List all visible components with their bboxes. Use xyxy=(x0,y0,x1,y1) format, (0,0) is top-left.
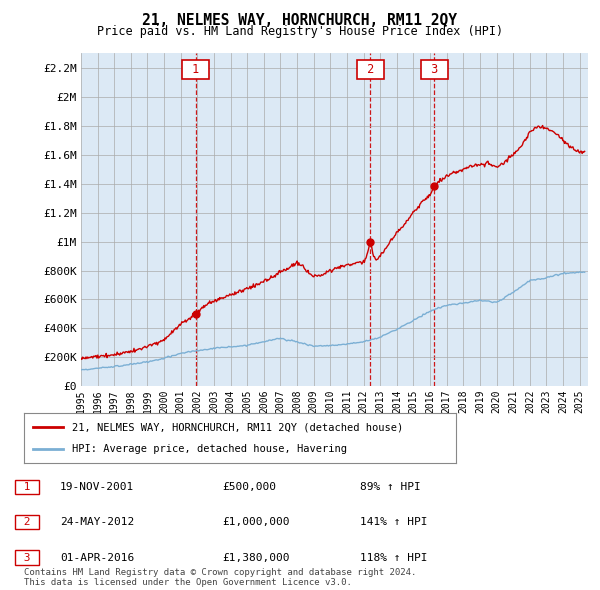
Text: 19-NOV-2001: 19-NOV-2001 xyxy=(60,482,134,491)
Text: HPI: Average price, detached house, Havering: HPI: Average price, detached house, Have… xyxy=(71,444,347,454)
Text: 1: 1 xyxy=(17,482,37,491)
Text: 1: 1 xyxy=(185,63,206,76)
Text: 21, NELMES WAY, HORNCHURCH, RM11 2QY: 21, NELMES WAY, HORNCHURCH, RM11 2QY xyxy=(143,13,458,28)
Text: 01-APR-2016: 01-APR-2016 xyxy=(60,553,134,562)
Text: £1,000,000: £1,000,000 xyxy=(222,517,290,527)
Text: Contains HM Land Registry data © Crown copyright and database right 2024.
This d: Contains HM Land Registry data © Crown c… xyxy=(24,568,416,587)
Text: 2: 2 xyxy=(17,517,37,527)
Text: Price paid vs. HM Land Registry's House Price Index (HPI): Price paid vs. HM Land Registry's House … xyxy=(97,25,503,38)
Text: 2: 2 xyxy=(359,63,381,76)
Text: 24-MAY-2012: 24-MAY-2012 xyxy=(60,517,134,527)
Text: 3: 3 xyxy=(17,553,37,562)
Text: £1,380,000: £1,380,000 xyxy=(222,553,290,562)
Text: 118% ↑ HPI: 118% ↑ HPI xyxy=(360,553,427,562)
Text: 141% ↑ HPI: 141% ↑ HPI xyxy=(360,517,427,527)
Text: £500,000: £500,000 xyxy=(222,482,276,491)
Text: 89% ↑ HPI: 89% ↑ HPI xyxy=(360,482,421,491)
Text: 21, NELMES WAY, HORNCHURCH, RM11 2QY (detached house): 21, NELMES WAY, HORNCHURCH, RM11 2QY (de… xyxy=(71,422,403,432)
Text: 3: 3 xyxy=(424,63,445,76)
